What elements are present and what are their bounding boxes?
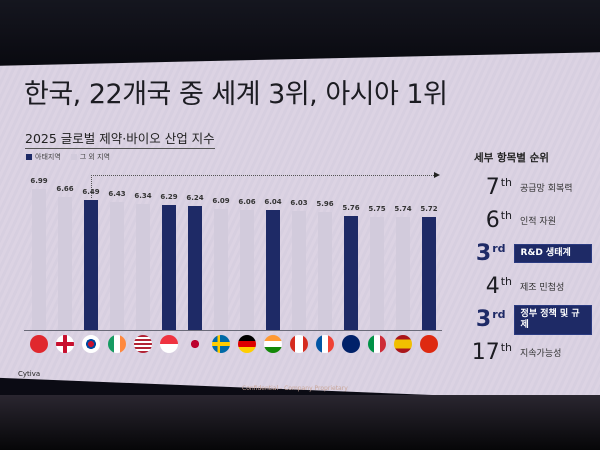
- bar-value-label: 6.09: [212, 197, 230, 205]
- ranking-list: 7th 공급망 회복력 6th 인적 자원 3rd R&D 생태계 4th 제조 민첩성 3rd…: [462, 171, 592, 369]
- rank-suffix: th: [500, 176, 512, 189]
- bar-value-label: 5.72: [420, 205, 438, 213]
- legend-label: 그 외 지역: [79, 153, 110, 161]
- bar-australia: [344, 216, 358, 330]
- confidential-footer: Confidential - Company Proprietary: [242, 385, 348, 392]
- bar-singapore: [162, 205, 176, 330]
- ranking-row: 4th 제조 민첩성: [462, 270, 592, 303]
- bar-india: [266, 210, 280, 330]
- bar-canada: [292, 211, 306, 330]
- rank-category-label: 인적 자원: [520, 217, 556, 227]
- bar-value-label: 6.24: [186, 194, 204, 202]
- bar-value-label: 6.34: [134, 192, 152, 200]
- bar-value-label: 6.49: [82, 188, 100, 196]
- bar-value-label: 6.29: [160, 193, 178, 201]
- bar-france: [318, 212, 332, 330]
- flag-italy-icon: [368, 335, 386, 353]
- bar-value-label: 6.43: [108, 190, 126, 198]
- ranking-row: 17th 지속가능성: [462, 336, 592, 369]
- flag-switzerland-icon: [30, 335, 48, 353]
- annotation-dotted-line: [91, 175, 436, 176]
- rank-category-label: 공급망 회복력: [520, 184, 573, 194]
- country-flags-row: [24, 335, 444, 357]
- rank-value: 4: [485, 274, 500, 299]
- legend-item-other: 그 외 지역: [70, 152, 110, 162]
- bar-value-label: 6.03: [290, 199, 308, 207]
- annotation-dotted-line: [91, 175, 92, 198]
- rank-value: 7: [485, 175, 500, 200]
- bar-japan: [188, 206, 202, 330]
- bar-china: [422, 217, 436, 330]
- rank-category-label: 지속가능성: [520, 349, 562, 359]
- bar-united-kingdom: [58, 197, 72, 330]
- rank-suffix: th: [500, 209, 512, 222]
- bar-value-label: 5.76: [342, 204, 360, 212]
- flag-united-states-icon: [134, 335, 152, 353]
- rank-number: 17th: [462, 340, 512, 365]
- bar-value-label: 6.06: [238, 198, 256, 206]
- bar-value-label: 5.96: [316, 200, 334, 208]
- bar-germany: [240, 210, 254, 330]
- ranking-row: 3rd 정부 정책 및 규제: [462, 303, 592, 336]
- rank-category-label: 정부 정책 및 규제: [513, 304, 592, 335]
- ranking-title: 세부 항목별 순위: [474, 152, 549, 164]
- bar-sweden: [214, 209, 228, 330]
- flag-united-kingdom-icon: [56, 335, 74, 353]
- rank-number: 3rd: [462, 241, 506, 266]
- flag-canada-icon: [290, 335, 308, 353]
- flag-singapore-icon: [160, 335, 178, 353]
- legend-swatch-apac: [26, 154, 32, 160]
- legend-item-apac: 아태지역: [26, 152, 61, 162]
- flag-china-icon: [420, 335, 438, 353]
- bar-value-label: 6.99: [30, 177, 48, 185]
- flag-australia-icon: [342, 335, 360, 353]
- bar-switzerland: [32, 189, 46, 330]
- chart-legend: 아태지역 그 외 지역: [26, 152, 110, 162]
- rank-suffix: rd: [492, 308, 506, 321]
- bar-value-label: 6.04: [264, 198, 282, 206]
- rank-value: 6: [485, 208, 500, 233]
- flag-sweden-icon: [212, 335, 230, 353]
- arrow-right-icon: [434, 172, 440, 178]
- chart-baseline: [24, 330, 442, 331]
- bar-spain: [396, 217, 410, 330]
- rank-suffix: rd: [492, 242, 506, 255]
- rank-value: 17: [471, 340, 500, 365]
- legend-label: 아태지역: [35, 153, 61, 161]
- bar-value-label: 6.66: [56, 185, 74, 193]
- rank-number: 4th: [462, 274, 512, 299]
- bar-value-label: 5.74: [394, 205, 412, 213]
- stage-floor: [0, 395, 600, 450]
- source-label: Cytiva: [18, 370, 41, 378]
- flag-japan-icon: [186, 335, 204, 353]
- bar-ireland: [110, 202, 124, 330]
- ranking-row: 3rd R&D 생태계: [462, 237, 592, 270]
- bar-united-states: [136, 204, 150, 330]
- bar-italy: [370, 217, 384, 330]
- rank-category-label: 제조 민첩성: [520, 283, 565, 293]
- bar-value-label: 5.75: [368, 205, 386, 213]
- bar-south-korea: [84, 200, 98, 330]
- rank-number: 7th: [462, 175, 512, 200]
- rank-value: 3: [475, 307, 492, 332]
- ranking-row: 7th 공급망 회복력: [462, 171, 592, 204]
- rank-value: 3: [475, 241, 492, 266]
- rank-number: 3rd: [462, 307, 506, 332]
- bar-chart: 6.99 6.66 6.49 6.43 6.34 6.29 6.24 6.09 6.06 6.04…: [24, 160, 444, 335]
- rank-category-label: R&D 생태계: [513, 244, 592, 263]
- legend-swatch-other: [70, 154, 77, 160]
- flag-india-icon: [264, 335, 282, 353]
- rank-suffix: th: [500, 275, 512, 288]
- flag-france-icon: [316, 335, 334, 353]
- chart-subtitle: 2025 글로벌 제약·바이오 산업 지수: [25, 128, 215, 149]
- flag-ireland-icon: [108, 335, 126, 353]
- slide-title: 한국, 22개국 중 세계 3위, 아시아 1위: [24, 79, 448, 110]
- flag-germany-icon: [238, 335, 256, 353]
- rank-suffix: th: [500, 341, 512, 354]
- flag-spain-icon: [394, 335, 412, 353]
- sub-ranking-panel: 세부 항목별 순위 7th 공급망 회복력 6th 인적 자원 3rd R&D 생태계 4t…: [462, 150, 592, 369]
- ranking-row: 6th 인적 자원: [462, 204, 592, 237]
- rank-number: 6th: [462, 208, 512, 233]
- flag-south-korea-icon: [82, 335, 100, 353]
